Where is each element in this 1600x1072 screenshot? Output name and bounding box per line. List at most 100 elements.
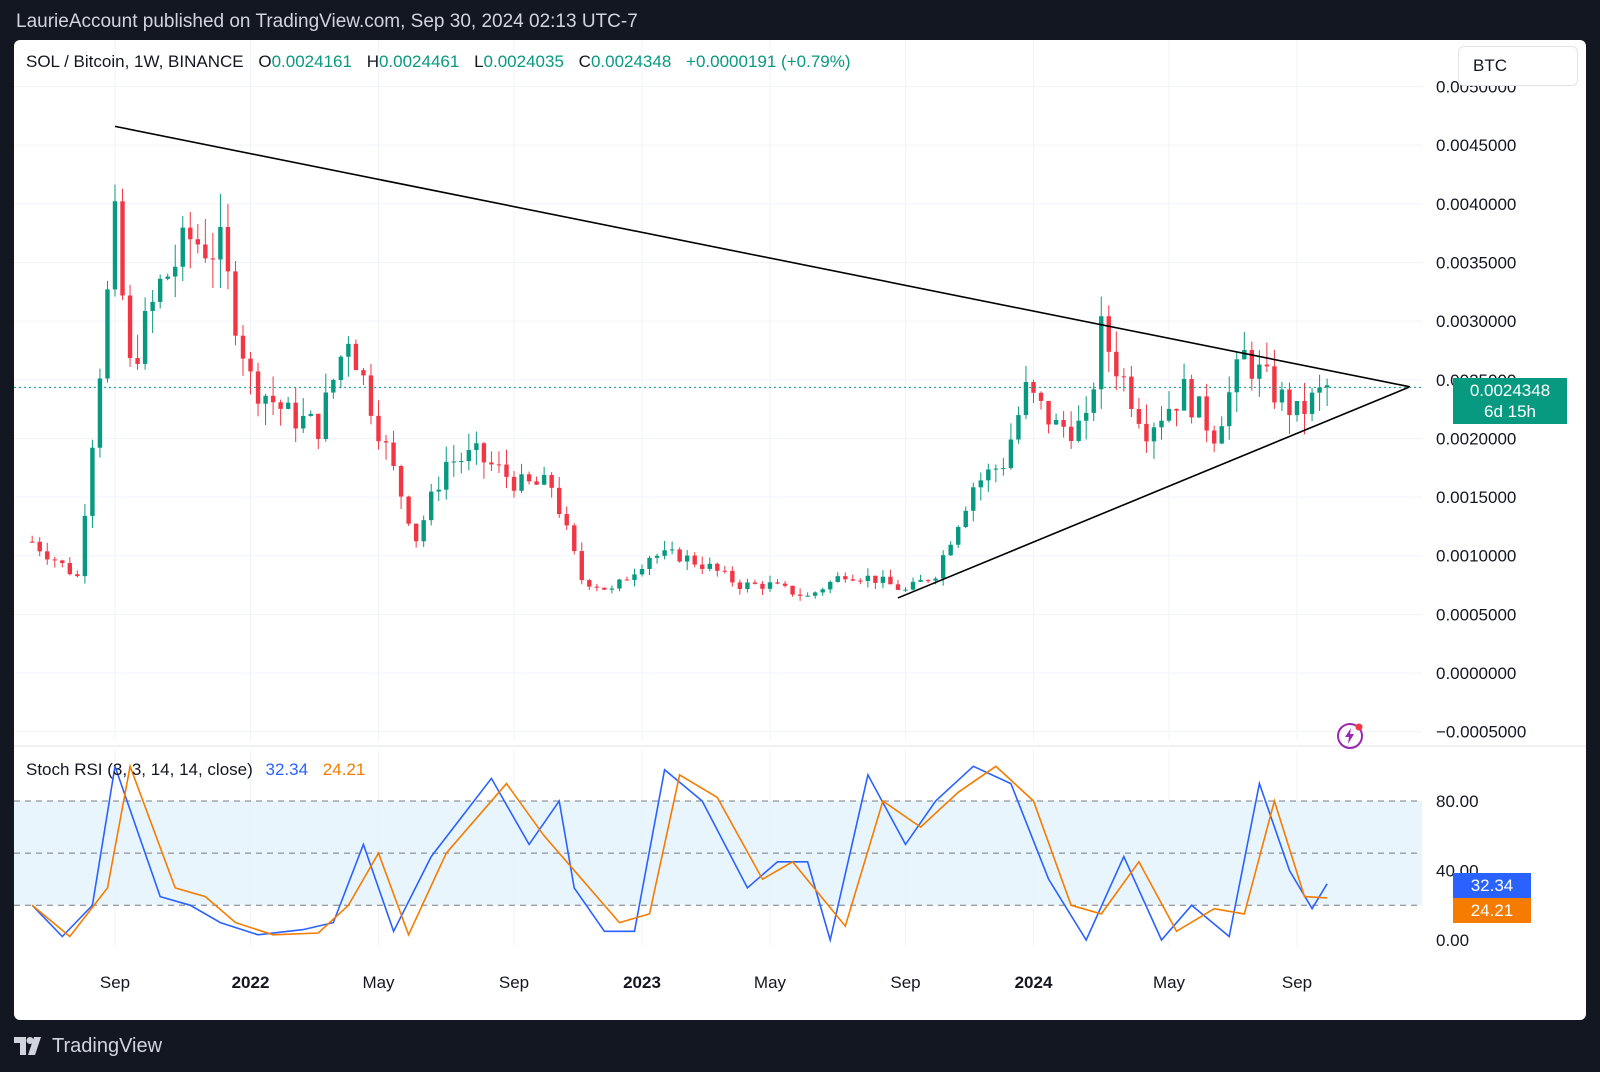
time-tick-label: May — [1153, 973, 1186, 992]
candle-body — [1219, 426, 1224, 444]
candle-body — [75, 574, 80, 577]
symbol-title[interactable]: SOL / Bitcoin, 1W, BINANCE — [26, 52, 244, 71]
change-value: +0.0000191 (+0.79%) — [686, 52, 851, 71]
candle-body — [684, 555, 690, 562]
candle-body — [760, 583, 765, 589]
candle-body — [986, 469, 991, 481]
high-key: H — [366, 52, 379, 71]
candle-body — [549, 474, 554, 488]
candle-body — [1068, 426, 1074, 441]
candle-body — [775, 582, 780, 584]
time-tick-label: 2024 — [1015, 973, 1053, 992]
flash-icon[interactable] — [1336, 722, 1364, 750]
candle-body — [1008, 439, 1014, 469]
candle-body — [451, 461, 456, 463]
candle-body — [263, 395, 268, 404]
time-tick-label: Sep — [100, 973, 130, 992]
stoch-d-line — [31, 763, 1328, 938]
footer-bar — [0, 1020, 1600, 1072]
candle-body — [1151, 427, 1157, 442]
candle-body — [338, 356, 344, 380]
price-tick-label: 0.0015000 — [1436, 488, 1516, 507]
candle-body — [617, 579, 622, 589]
candle-body — [127, 295, 133, 359]
candle-body — [90, 447, 95, 516]
stoch-tick-label: 80.00 — [1436, 792, 1479, 811]
candle-body — [1227, 392, 1232, 427]
candle-body — [1294, 401, 1300, 416]
candle-body — [707, 563, 712, 569]
stoch-rsi-legend: Stoch RSI (3, 3, 14, 14, close) 32.34 24… — [26, 760, 365, 780]
candle-body — [481, 443, 487, 463]
candle-body — [52, 559, 57, 561]
chart-canvas[interactable]: 0.00500000.00450000.00400000.00350000.00… — [14, 40, 1586, 1020]
candle-body — [526, 474, 532, 482]
candle-body — [97, 378, 103, 448]
chart-panel[interactable]: 0.0050000 0.0045000 0.0040000 0.0035000 0.00… — [14, 40, 1586, 1020]
tradingview-logo-icon — [14, 1037, 41, 1055]
time-tick-label: May — [754, 973, 787, 992]
candle-body — [436, 489, 441, 492]
candle-body — [752, 582, 758, 584]
candle-body — [45, 551, 50, 560]
candle-body — [925, 580, 931, 582]
candle-body — [850, 579, 856, 581]
candle-body — [730, 570, 735, 583]
candle-body — [910, 581, 916, 590]
candle-body — [1121, 376, 1127, 378]
price-tick-label: 0.0005000 — [1436, 605, 1516, 624]
candle-body — [662, 550, 667, 556]
candle-body — [963, 510, 968, 528]
candle-body — [120, 201, 125, 296]
candle-body — [67, 563, 73, 575]
candle-body — [203, 244, 208, 259]
candle-body — [828, 581, 833, 590]
low-value: 0.0024035 — [483, 52, 564, 71]
candle-body — [60, 560, 65, 564]
candle-body — [669, 549, 675, 551]
candle-body — [195, 239, 201, 245]
price-tick-label: −0.0005000 — [1436, 723, 1526, 742]
candle-body — [639, 568, 645, 575]
candle-body — [722, 570, 728, 572]
candle-body — [504, 464, 509, 477]
candle-body — [534, 481, 539, 485]
time-tick-label: Sep — [1282, 973, 1312, 992]
stoch-rsi-title[interactable]: Stoch RSI (3, 3, 14, 14, close) — [26, 760, 253, 779]
candle-body — [1099, 316, 1104, 390]
candle-body — [873, 575, 878, 583]
candle-body — [797, 594, 803, 596]
candle-body — [790, 585, 795, 595]
candle-body — [1196, 396, 1202, 418]
candle-body — [1309, 392, 1315, 414]
candle-body — [654, 555, 660, 558]
candle-body — [316, 413, 321, 440]
candle-body — [82, 515, 88, 577]
candle-body — [858, 580, 863, 582]
candle-body — [112, 201, 118, 290]
candle-body — [391, 442, 396, 466]
candle-body — [700, 564, 705, 569]
stoch-k-value: 32.34 — [265, 760, 309, 779]
candle-body — [632, 574, 637, 581]
candle-body — [225, 226, 231, 272]
candle-body — [880, 576, 886, 583]
trendline-upper — [114, 125, 1411, 388]
price-tick-label: 0.0040000 — [1436, 195, 1516, 214]
candle-body — [37, 541, 42, 552]
currency-button[interactable]: BTC — [1458, 46, 1578, 86]
candle-body — [1083, 412, 1089, 421]
candle-body — [1242, 349, 1247, 360]
candle-body — [210, 258, 216, 260]
time-tick-label: Sep — [890, 973, 920, 992]
candle-body — [1046, 400, 1051, 425]
candle-body — [1204, 396, 1209, 431]
candle-body — [1038, 392, 1044, 401]
stoch-k-line — [31, 765, 1328, 944]
candle-body — [865, 575, 871, 582]
tradingview-brand: TradingView — [52, 1035, 163, 1057]
candle-body — [556, 487, 562, 515]
price-tick-label: 0.0045000 — [1436, 136, 1516, 155]
high-value: 0.0024461 — [378, 52, 460, 71]
candle-body — [609, 588, 615, 590]
